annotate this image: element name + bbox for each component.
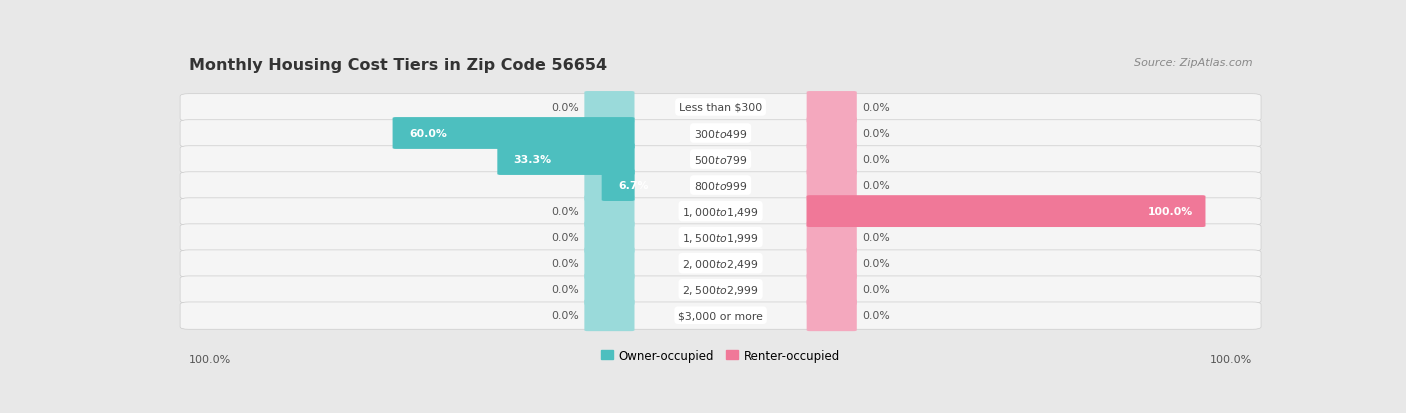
FancyBboxPatch shape — [180, 224, 1261, 252]
FancyBboxPatch shape — [585, 144, 634, 176]
Text: 0.0%: 0.0% — [551, 233, 579, 242]
Text: 100.0%: 100.0% — [1211, 355, 1253, 365]
FancyBboxPatch shape — [180, 198, 1261, 225]
Text: 0.0%: 0.0% — [551, 311, 579, 320]
FancyBboxPatch shape — [807, 274, 856, 305]
Text: 0.0%: 0.0% — [551, 285, 579, 294]
Text: 0.0%: 0.0% — [862, 285, 890, 294]
Text: 0.0%: 0.0% — [862, 103, 890, 113]
FancyBboxPatch shape — [180, 95, 1261, 122]
FancyBboxPatch shape — [807, 248, 856, 280]
FancyBboxPatch shape — [180, 172, 1261, 199]
Text: 0.0%: 0.0% — [551, 259, 579, 268]
FancyBboxPatch shape — [807, 299, 856, 331]
Text: 100.0%: 100.0% — [188, 355, 231, 365]
Text: $1,500 to $1,999: $1,500 to $1,999 — [682, 231, 759, 244]
Text: 0.0%: 0.0% — [862, 259, 890, 268]
Text: $1,000 to $1,499: $1,000 to $1,499 — [682, 205, 759, 218]
FancyBboxPatch shape — [807, 144, 856, 176]
Text: Less than $300: Less than $300 — [679, 103, 762, 113]
Text: 0.0%: 0.0% — [551, 206, 579, 216]
FancyBboxPatch shape — [585, 118, 634, 150]
Text: 60.0%: 60.0% — [409, 129, 447, 139]
Text: 100.0%: 100.0% — [1149, 206, 1194, 216]
Text: 0.0%: 0.0% — [862, 311, 890, 320]
FancyBboxPatch shape — [807, 92, 856, 123]
Text: $800 to $999: $800 to $999 — [693, 180, 748, 192]
FancyBboxPatch shape — [180, 276, 1261, 304]
FancyBboxPatch shape — [807, 196, 1205, 228]
FancyBboxPatch shape — [807, 170, 856, 202]
FancyBboxPatch shape — [585, 170, 634, 202]
FancyBboxPatch shape — [585, 196, 634, 228]
FancyBboxPatch shape — [585, 274, 634, 305]
Text: 6.7%: 6.7% — [619, 180, 648, 191]
Text: Monthly Housing Cost Tiers in Zip Code 56654: Monthly Housing Cost Tiers in Zip Code 5… — [188, 57, 607, 72]
FancyBboxPatch shape — [585, 299, 634, 331]
FancyBboxPatch shape — [585, 222, 634, 254]
FancyBboxPatch shape — [180, 302, 1261, 330]
Text: $2,500 to $2,999: $2,500 to $2,999 — [682, 283, 759, 296]
Text: $500 to $799: $500 to $799 — [693, 154, 748, 166]
FancyBboxPatch shape — [585, 92, 634, 123]
FancyBboxPatch shape — [602, 170, 634, 202]
FancyBboxPatch shape — [180, 250, 1261, 278]
Text: 33.3%: 33.3% — [513, 154, 551, 165]
Text: 0.0%: 0.0% — [862, 180, 890, 191]
Text: $2,000 to $2,499: $2,000 to $2,499 — [682, 257, 759, 270]
Text: $300 to $499: $300 to $499 — [693, 128, 748, 140]
FancyBboxPatch shape — [498, 144, 634, 176]
Text: $3,000 or more: $3,000 or more — [678, 311, 763, 320]
Text: Source: ZipAtlas.com: Source: ZipAtlas.com — [1133, 57, 1253, 67]
Text: 0.0%: 0.0% — [862, 154, 890, 165]
Legend: Owner-occupied, Renter-occupied: Owner-occupied, Renter-occupied — [602, 349, 839, 362]
FancyBboxPatch shape — [180, 121, 1261, 148]
Text: 0.0%: 0.0% — [551, 103, 579, 113]
Text: 0.0%: 0.0% — [862, 129, 890, 139]
FancyBboxPatch shape — [807, 222, 856, 254]
FancyBboxPatch shape — [180, 146, 1261, 173]
FancyBboxPatch shape — [585, 248, 634, 280]
FancyBboxPatch shape — [392, 118, 634, 150]
FancyBboxPatch shape — [807, 196, 856, 228]
Text: 0.0%: 0.0% — [862, 233, 890, 242]
FancyBboxPatch shape — [807, 118, 856, 150]
